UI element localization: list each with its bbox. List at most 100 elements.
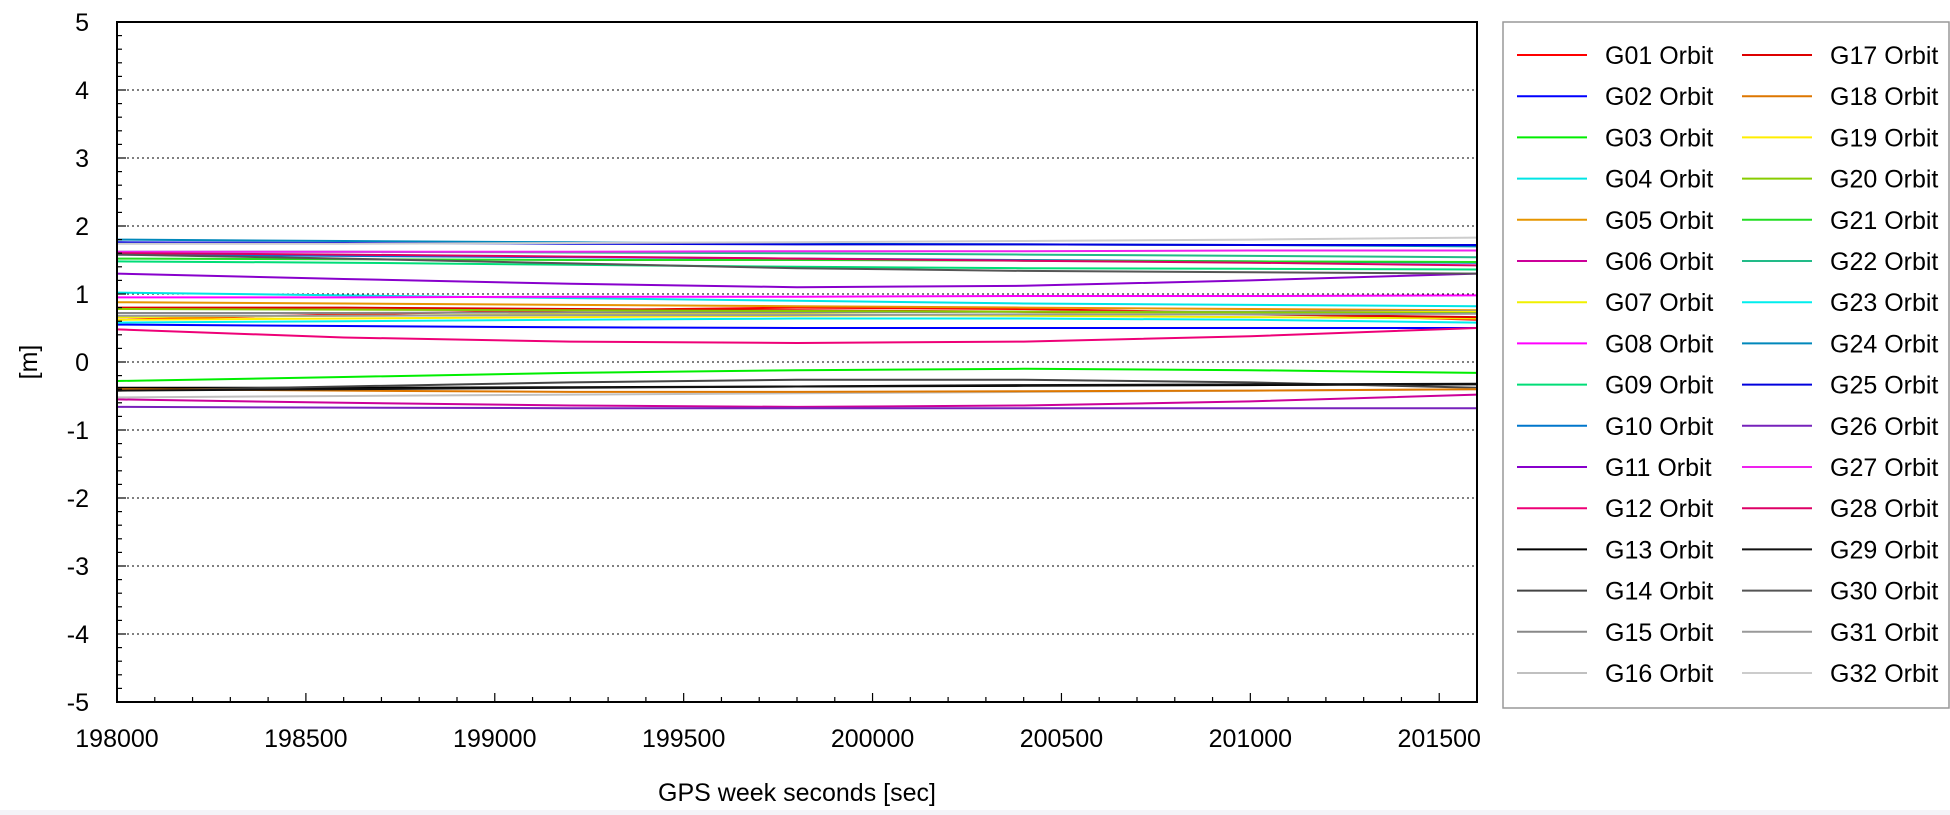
series-line-g20 [116, 308, 1478, 314]
series-line-g31 [117, 312, 1478, 317]
y-tick-label: 3 [75, 145, 89, 173]
legend-item: G32 Orbit [1742, 660, 1938, 688]
legend-item: G07 Orbit [1517, 289, 1713, 317]
legend-label: G27 Orbit [1830, 454, 1938, 482]
y-axis-title: [m] [15, 345, 43, 380]
y-tick-label: -1 [67, 417, 89, 445]
legend-item: G23 Orbit [1742, 289, 1938, 317]
x-tick-label: 200000 [831, 725, 914, 753]
series-line-g27 [117, 249, 1477, 253]
x-tick-label: 200500 [1020, 725, 1103, 753]
legend-item: G21 Orbit [1742, 207, 1938, 235]
legend-item: G29 Orbit [1742, 536, 1938, 564]
series-line-g04 [116, 291, 1478, 308]
legend-label: G05 Orbit [1605, 207, 1713, 235]
series-line-g29 [116, 382, 1478, 392]
legend-item: G31 Orbit [1742, 619, 1938, 647]
y-tick-labels: 5 4 3 2 1 0 -1 -2 -3 -4 -5 [67, 9, 89, 717]
legend-label: G21 Orbit [1830, 207, 1938, 235]
legend-item: G09 Orbit [1517, 372, 1713, 400]
legend: G01 Orbit G02 Orbit G03 Orbit G04 Orbit G05 … [1502, 21, 1950, 709]
legend-item: G01 Orbit [1517, 42, 1713, 70]
x-tick-label: 199500 [642, 725, 725, 753]
y-tick-label: 0 [75, 349, 89, 377]
legend-label: G26 Orbit [1830, 413, 1938, 441]
legend-item: G08 Orbit [1517, 330, 1713, 358]
x-tick-labels: 198000 198500 199000 199500 200000 200500 2010… [75, 725, 1481, 753]
legend-label: G09 Orbit [1605, 372, 1713, 400]
legend-label: G10 Orbit [1605, 413, 1713, 441]
legend-label: G11 Orbit [1605, 454, 1712, 482]
series-line-g32 [117, 236, 1478, 245]
legend-items: G01 Orbit G02 Orbit G03 Orbit G04 Orbit G05 … [1517, 42, 1938, 688]
legend-item: G22 Orbit [1742, 248, 1938, 276]
legend-label: G08 Orbit [1605, 330, 1713, 358]
legend-label: G03 Orbit [1605, 124, 1713, 152]
series-line-g06 [116, 393, 1478, 408]
legend-item: G10 Orbit [1517, 413, 1713, 441]
legend-item: G04 Orbit [1517, 166, 1713, 194]
y-tick-label: -2 [67, 485, 89, 513]
y-tick-label: -4 [67, 621, 89, 649]
x-tick-label: 201500 [1398, 725, 1481, 753]
legend-label: G16 Orbit [1605, 660, 1713, 688]
legend-item: G26 Orbit [1742, 413, 1938, 441]
legend-label: G23 Orbit [1830, 289, 1938, 317]
y-tick-label: -5 [67, 689, 89, 717]
series-line-g26 [116, 405, 1477, 410]
legend-label: G30 Orbit [1830, 578, 1938, 606]
legend-label: G24 Orbit [1830, 330, 1938, 358]
legend-item: G30 Orbit [1742, 578, 1938, 606]
legend-box [1502, 21, 1950, 709]
legend-item: G03 Orbit [1517, 124, 1713, 152]
legend-label: G31 Orbit [1830, 619, 1938, 647]
legend-item: G19 Orbit [1742, 124, 1938, 152]
legend-label: G29 Orbit [1830, 536, 1938, 564]
legend-item: G16 Orbit [1517, 660, 1713, 688]
legend-label: G01 Orbit [1605, 42, 1713, 70]
y-tick-label: 2 [75, 213, 89, 241]
legend-label: G28 Orbit [1830, 495, 1938, 523]
legend-label: G18 Orbit [1830, 83, 1938, 111]
legend-item: G17 Orbit [1742, 42, 1938, 70]
legend-label: G02 Orbit [1605, 83, 1713, 111]
legend-label: G17 Orbit [1830, 42, 1938, 70]
series-line-g08 [117, 294, 1478, 299]
legend-label: G15 Orbit [1605, 619, 1713, 647]
grid-lines [117, 89, 1477, 635]
legend-label: G12 Orbit [1605, 495, 1713, 523]
y-tick-label: 5 [75, 9, 89, 37]
legend-label: G20 Orbit [1830, 166, 1938, 194]
legend-item: G12 Orbit [1517, 495, 1713, 523]
legend-label: G19 Orbit [1830, 124, 1938, 152]
legend-label: G06 Orbit [1605, 248, 1713, 276]
series-line-g28 [116, 252, 1478, 267]
legend-label: G32 Orbit [1830, 660, 1938, 688]
legend-label: G07 Orbit [1605, 289, 1713, 317]
legend-label: G22 Orbit [1830, 248, 1938, 276]
legend-item: G13 Orbit [1517, 536, 1713, 564]
series-line-g02 [116, 323, 1477, 329]
legend-label: G14 Orbit [1605, 578, 1713, 606]
legend-item: G24 Orbit [1742, 330, 1938, 358]
axis-ticks [116, 21, 1478, 703]
series-line-g23 [116, 317, 1478, 324]
series-line-g12 [116, 327, 1478, 345]
series-line-g14 [116, 378, 1478, 392]
legend-item: G14 Orbit [1517, 578, 1713, 606]
legend-item: G15 Orbit [1517, 619, 1713, 647]
x-tick-label: 198000 [75, 725, 158, 753]
legend-item: G18 Orbit [1742, 83, 1938, 111]
legend-item: G05 Orbit [1517, 207, 1713, 235]
legend-label: G13 Orbit [1605, 536, 1713, 564]
x-tick-label: 201000 [1209, 725, 1292, 753]
x-tick-label: 199000 [453, 725, 536, 753]
series-line-g30 [116, 253, 1478, 275]
legend-item: G25 Orbit [1742, 372, 1938, 400]
y-tick-label: 4 [75, 77, 89, 105]
x-axis-title: GPS week seconds [sec] [658, 779, 936, 807]
series-line-g05 [116, 301, 1478, 312]
legend-item: G06 Orbit [1517, 248, 1713, 276]
legend-label: G04 Orbit [1605, 166, 1713, 194]
